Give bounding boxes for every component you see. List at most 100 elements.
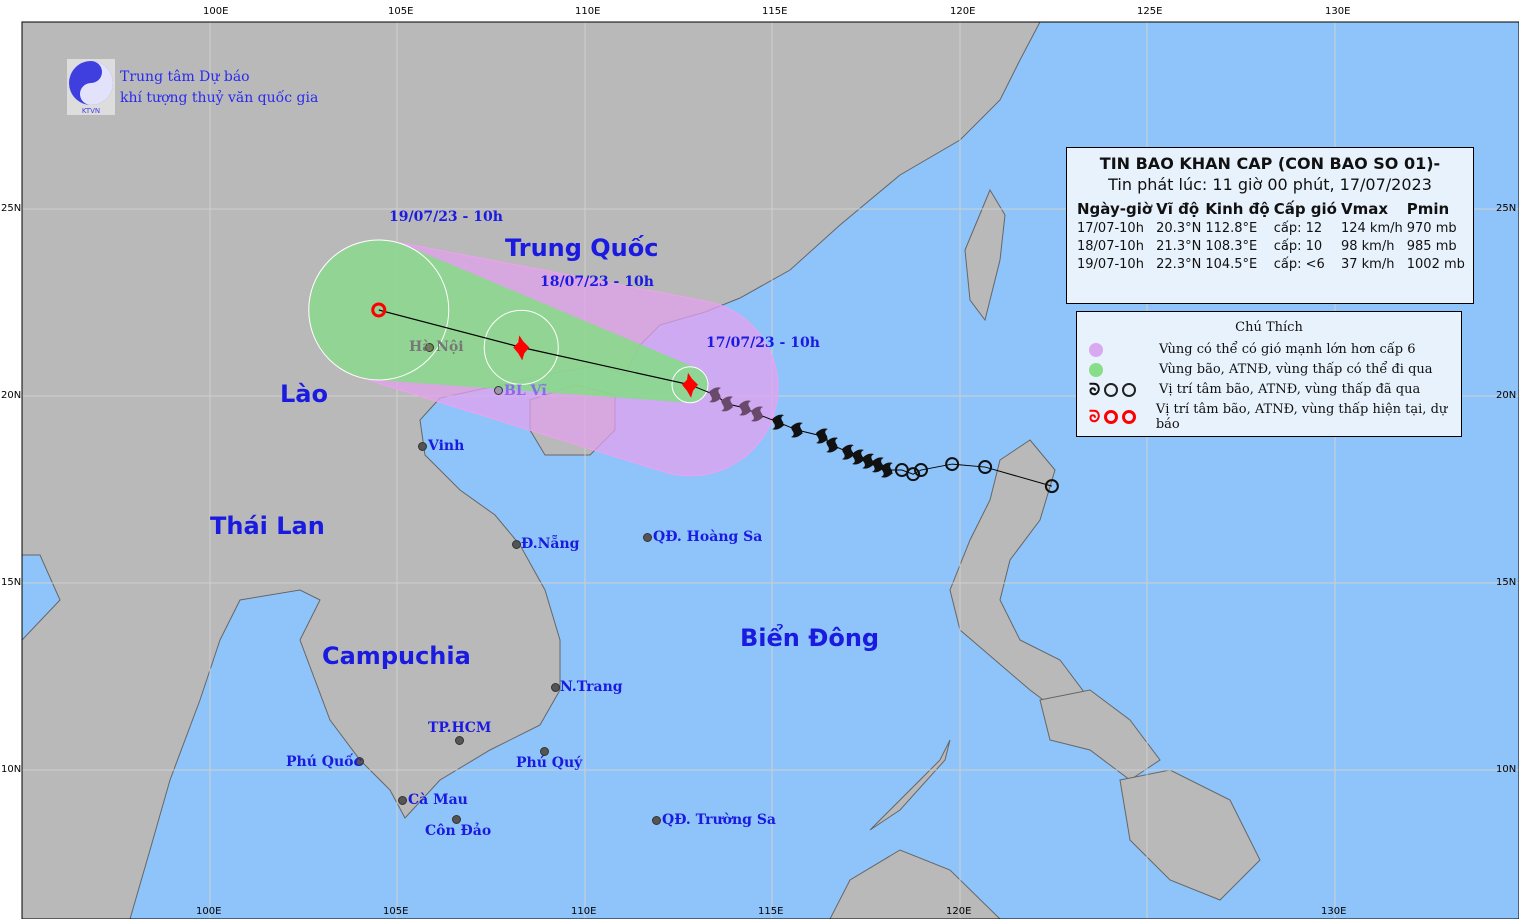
city-dot [455,736,464,745]
cell: cấp: 12 [1273,221,1323,236]
palawan-island [869,739,951,831]
past-storm-icon [841,444,854,460]
cell: 985 mb [1406,239,1457,254]
place-phu-quoc: Phú Quốc [286,754,362,770]
forecast-marks [371,302,698,398]
forecast-radius-circles [308,239,709,404]
city-dot [452,815,461,824]
past-storm-icon [739,400,752,416]
past-storm-icon [871,457,884,473]
svg-text:KTVN: KTVN [82,107,100,115]
borneo-island [829,849,1001,919]
place-vinh: Vinh [428,438,465,454]
bulletin-issued-time: Tin phát lúc: 11 giờ 00 phút, 17/07/2023 [1108,175,1432,194]
top-tick: 105E [388,6,414,17]
forecast-storm-icon [682,372,698,398]
place-bach-long-vi: BL Vĩ [504,383,547,399]
place-tphcm: TP.HCM [428,720,492,736]
track-zone [308,240,708,403]
table-row: 18/07-10h 21.3°N 108.3°E cấp: 10 98 km/h 985 … [1077,238,1469,256]
red-circle-icon [1122,410,1137,424]
cell: 19/07-10h [1077,257,1144,272]
mindanao-island [1119,769,1261,901]
legend-item: ᘐ Vị trí tâm bão, ATNĐ, vùng thấp hiện t… [1089,402,1461,432]
storm-bulletin-box: TIN BAO KHAN CAP (CON BAO SO 01)- Tin ph… [1066,147,1474,304]
sea-label-bien-dong: Biển Đông [740,624,880,652]
city-dot [425,343,434,352]
bottom-tick: 120E [946,906,972,917]
map-frame [21,21,1519,919]
city-dot [512,540,521,549]
right-tick: 10N [1496,764,1517,775]
city-dot [551,683,560,692]
past-storm-icon [880,462,893,478]
column-header: Ngày-giờ [1077,200,1153,218]
city-dot [494,386,503,395]
top-tick: 100E [203,6,229,17]
circle-icon [1122,382,1137,397]
past-storm-icon [862,453,875,469]
forecast-radius-circle [671,366,709,404]
taiwan-island [964,188,1006,322]
past-storm-icon [751,406,764,422]
column-header: Pmin [1406,200,1450,218]
place-hoang-sa: QĐ. Hoàng Sa [653,529,763,545]
red-storm-symbol-icon: ᘐ [1089,407,1101,426]
past-low-circle-icon [914,463,928,478]
right-tick: 25N [1496,203,1517,214]
forecast-radius-circle [483,309,559,385]
country-label-china: Trung Quốc [505,234,659,262]
cell: 98 km/h [1340,239,1395,254]
red-circle-icon [1104,410,1119,424]
top-tick: 115E [762,6,788,17]
table-row: 17/07-10h 20.3°N 112.8°E cấp: 12 124 km/h 970… [1077,220,1469,238]
forecast-date-label: 17/07/23 - 10h [706,335,820,351]
past-storm-icon [721,396,734,412]
purple-circle-icon [1089,342,1103,357]
bottom-tick: 115E [758,906,784,917]
cell: 108.3°E [1205,239,1258,254]
cell: 17/07-10h [1077,221,1144,236]
past-low-circle-icon [906,467,921,482]
place-nha-trang: N.Trang [560,679,623,695]
place-ca-mau: Cà Mau [408,792,468,808]
city-dot [643,533,652,542]
bottom-tick: 100E [196,906,222,917]
country-label-laos: Lào [280,380,328,408]
cell: 22.3°N [1156,257,1202,272]
organization-name: Trung tâm Dự báo khí tượng thuỷ văn quốc… [120,67,318,109]
left-tick: 10N [1,764,22,775]
past-low-circle-icon [978,460,993,475]
bottom-tick: 110E [571,906,597,917]
cell: 37 km/h [1340,257,1395,272]
forecast-storm-icon [513,335,530,361]
top-tick: 120E [950,6,976,17]
past-storm-icon [816,428,828,444]
column-header: Kinh độ [1205,200,1270,218]
table-header: Ngày-giờ Vĩ độ Kinh độ Cấp gió Vmax Pmin [1077,200,1469,220]
ktvn-logo: KTVN [67,59,115,115]
left-tick: 20N [1,390,22,401]
cell: 18/07-10h [1077,239,1144,254]
legend-item: Vùng có thể có gió mạnh lớn hơn cấp 6 [1089,342,1416,357]
legend-item: Vùng bão, ATNĐ, vùng thấp có thể đi qua [1089,362,1433,377]
storm-symbol-icon: ᘐ [1089,379,1101,399]
legend-title: Chú Thích [1235,320,1303,335]
column-header: Cấp gió [1273,200,1337,218]
right-tick: 20N [1496,390,1517,401]
past-storm-icon [709,387,722,403]
green-circle-icon [1089,362,1103,377]
map-legend: Chú Thích Vùng có thể có gió mạnh lớn hơ… [1076,311,1462,437]
place-truong-sa: QĐ. Trường Sa [662,812,776,828]
city-dot [355,757,364,766]
table-row: 19/07-10h 22.3°N 104.5°E cấp: <6 37 km/h 1002… [1077,256,1469,274]
country-label-thailand: Thái Lan [210,512,325,540]
column-header: Vmax [1340,200,1389,218]
cell: 970 mb [1406,221,1457,236]
org-line-2: khí tượng thuỷ văn quốc gia [120,90,319,106]
cell: 20.3°N [1156,221,1202,236]
place-con-dao: Côn Đảo [425,823,492,839]
cell: 1002 mb [1406,257,1465,272]
past-storm-icon [790,422,803,438]
legend-item: ᘐ Vị trí tâm bão, ATNĐ, vùng thấp đã qua [1089,379,1420,399]
